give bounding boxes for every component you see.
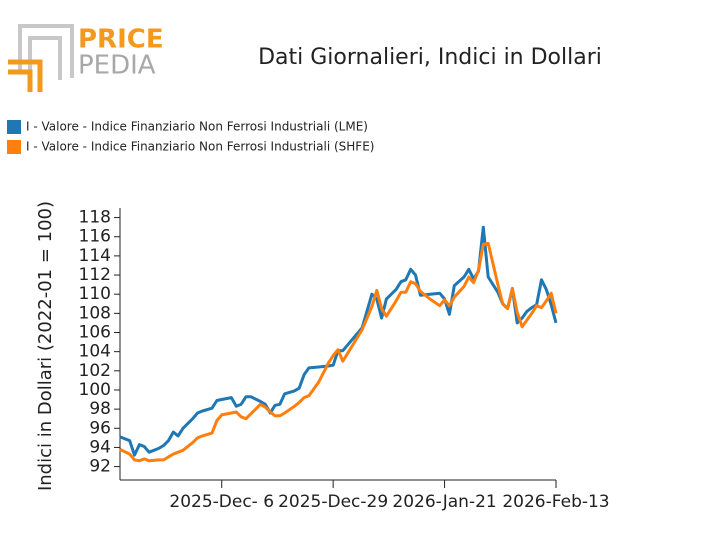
logo-shape	[8, 69, 33, 92]
y-tick-label: 94	[89, 437, 111, 457]
legend-label: I - Valore - Indice Finanziario Non Ferr…	[26, 120, 368, 134]
legend-swatch	[7, 120, 21, 134]
y-tick-label: 112	[79, 265, 111, 285]
logo-shape	[8, 59, 43, 92]
chart-title: Dati Giornalieri, Indici in Dollari	[258, 45, 602, 70]
data-line	[119, 241, 558, 463]
logo-shape	[18, 24, 74, 78]
y-axis-label: Indici in Dollari (2022-01 = 100)	[35, 201, 56, 491]
y-tick-label: 104	[79, 342, 111, 362]
y-tick-label: 108	[79, 303, 111, 323]
y-tick-label: 114	[79, 246, 111, 266]
y-tick-label: 118	[79, 208, 111, 228]
x-tick-label: 2026-Feb-13	[502, 492, 609, 512]
y-tick-label: 116	[79, 227, 111, 247]
y-tick-label: 106	[79, 323, 111, 343]
logo-text: PEDIA	[78, 51, 156, 81]
logo-text: PRICE	[78, 25, 164, 55]
y-tick-label: 92	[89, 457, 111, 477]
y-tick-label: 102	[79, 361, 111, 381]
y-tick-label: 100	[79, 380, 111, 400]
legend-label: I - Valore - Indice Finanziario Non Ferr…	[26, 140, 374, 154]
legend-swatch	[7, 140, 21, 154]
y-tick-label: 96	[89, 418, 111, 438]
y-tick-label: 110	[79, 284, 111, 304]
x-tick-label: 2025-Dec-29	[278, 492, 388, 512]
y-tick-label: 98	[89, 399, 111, 419]
x-tick-label: 2025-Dec- 6	[169, 492, 274, 512]
logo: PRICE PEDIA	[8, 24, 164, 92]
data-line	[119, 225, 558, 457]
x-tick-label: 2026-Jan-21	[392, 492, 496, 512]
